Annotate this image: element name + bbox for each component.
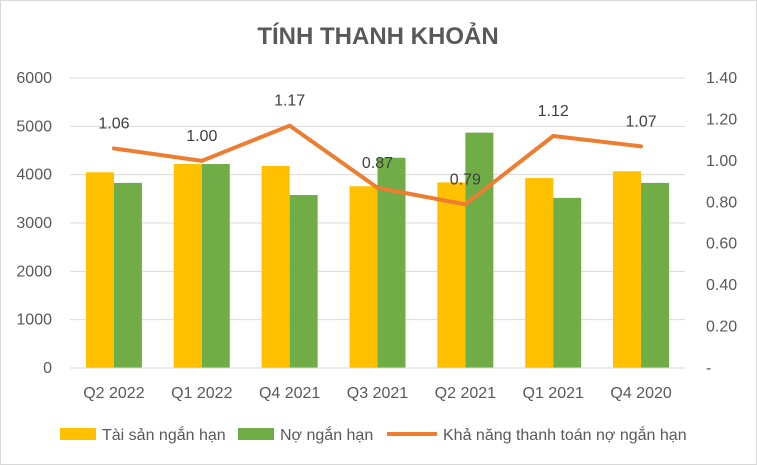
left-tick-label: 1000: [16, 312, 52, 329]
bar-tai-san-ngan-han: [173, 164, 202, 368]
legend: Tài sản ngắn hạn Nợ ngắn hạn Khả năng than…: [60, 425, 687, 444]
legend-label: Tài sản ngắn hạn: [102, 425, 226, 444]
bar-tai-san-ngan-han: [437, 182, 466, 368]
right-tick-label: 0.20: [706, 319, 737, 336]
x-axis-ticks: Q2 2022 Q1 2022 Q4 2021 Q3 2021 Q2 2021 Q1 20…: [83, 385, 672, 402]
left-tick-label: 5000: [16, 118, 52, 135]
bars: [85, 132, 670, 368]
ratio-data-label: 0.87: [362, 155, 393, 172]
left-tick-label: 6000: [16, 70, 52, 87]
left-axis-ticks: 0 1000 2000 3000 4000 5000 6000: [16, 70, 52, 377]
bar-tai-san-ngan-han: [613, 171, 642, 368]
right-tick-label: 1.40: [706, 70, 737, 87]
gridlines: [70, 77, 685, 321]
ratio-data-label: 1.00: [186, 128, 217, 145]
right-tick-label: 0.60: [706, 236, 737, 253]
right-tick-label: -: [706, 360, 711, 377]
chart-title: TÍNH THANH KHOẢN: [257, 21, 498, 50]
legend-kha-nang-thanh-toan: Khả năng thanh toán nợ ngắn hạn: [387, 425, 687, 444]
x-tick-label: Q1 2022: [171, 385, 232, 402]
bar-no-ngan-han: [113, 182, 142, 368]
x-tick-label: Q2 2022: [83, 385, 144, 402]
ratio-data-label: 0.79: [450, 171, 481, 188]
x-tick-label: Q1 2021: [523, 385, 584, 402]
x-tick-label: Q4 2020: [610, 385, 671, 402]
ratio-data-label: 1.17: [274, 93, 305, 110]
left-tick-label: 3000: [16, 215, 52, 232]
right-tick-label: 0.40: [706, 277, 737, 294]
bar-no-ngan-han: [289, 194, 318, 368]
legend-tai-san-ngan-han: Tài sản ngắn hạn: [60, 425, 226, 444]
ratio-line: [111, 123, 644, 207]
left-tick-label: 0: [43, 360, 52, 377]
right-tick-label: 1.20: [706, 111, 737, 128]
right-tick-label: 1.00: [706, 153, 737, 170]
bar-tai-san-ngan-han: [525, 178, 554, 368]
bar-tai-san-ngan-han: [349, 186, 378, 368]
right-axis-ticks: - 0.20 0.40 0.60 0.80 1.00 1.20 1.40: [706, 70, 737, 377]
left-tick-label: 4000: [16, 167, 52, 184]
right-tick-label: 0.80: [706, 194, 737, 211]
x-tick-label: Q4 2021: [259, 385, 320, 402]
legend-label: Nợ ngắn hạn: [280, 425, 373, 444]
ratio-data-label: 1.07: [626, 113, 657, 130]
ratio-line-series: 1.06 1.00 1.17 0.87 0.79 1.12 1.07: [98, 93, 657, 207]
ratio-data-label: 1.06: [98, 115, 129, 132]
bar-no-ngan-han: [553, 197, 582, 368]
legend-no-ngan-han: Nợ ngắn hạn: [238, 425, 373, 444]
bar-tai-san-ngan-han: [85, 172, 114, 368]
bar-no-ngan-han: [641, 182, 670, 368]
legend-swatch: [238, 428, 274, 440]
bar-tai-san-ngan-han: [261, 165, 290, 368]
ratio-data-label: 1.12: [538, 103, 569, 120]
x-tick-label: Q3 2021: [347, 385, 408, 402]
bar-no-ngan-han: [201, 164, 230, 368]
bar-no-ngan-han: [465, 132, 494, 368]
x-tick-label: Q2 2021: [435, 385, 496, 402]
left-tick-label: 2000: [16, 263, 52, 280]
legend-label: Khả năng thanh toán nợ ngắn hạn: [443, 425, 687, 444]
legend-swatch: [60, 428, 96, 440]
